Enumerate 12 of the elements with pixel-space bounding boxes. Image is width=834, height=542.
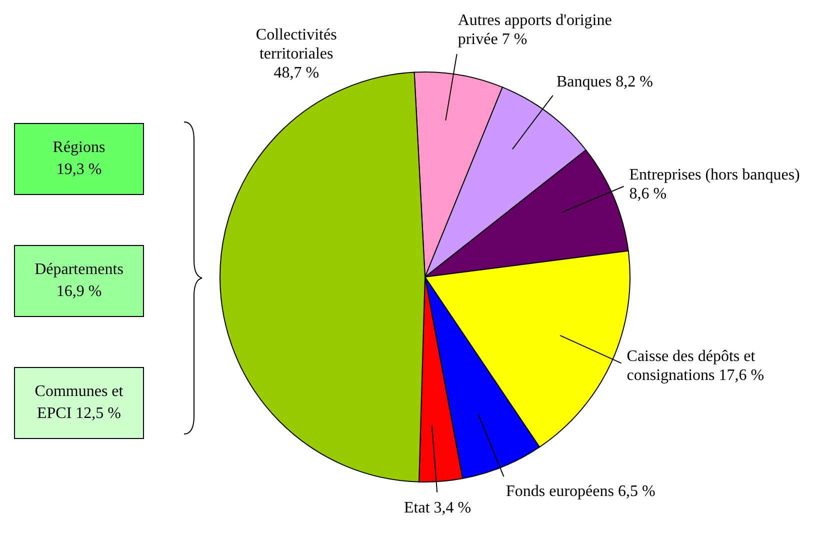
slice-label: Autres apports d'origine privée 7 % [458, 12, 612, 48]
text: Communes et EPCI 12,5 % [34, 382, 124, 424]
slice-label: Caisse des dépôts et consignations 17,6 % [626, 348, 764, 384]
slice-label: Collectivités territoriales [256, 26, 337, 63]
data-label: 8,6 % [629, 186, 667, 203]
slice-label: Banques 8,2 % [556, 74, 653, 91]
slice-label: Fonds européens 6,5 % [506, 483, 656, 500]
text: Départements 16,9 % [34, 260, 124, 302]
text: Régions 19,3 % [52, 138, 106, 180]
data-label: 48,7 % [274, 64, 320, 82]
slice-label: Etat 3,4 % [404, 499, 472, 516]
slice-label: Entreprises (hors banques) [629, 166, 800, 184]
